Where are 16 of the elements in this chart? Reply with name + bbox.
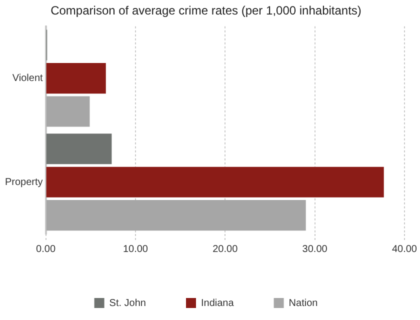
x-tick-label: 20.00 <box>212 244 238 255</box>
x-tick-label: 10.00 <box>122 244 148 255</box>
bar <box>46 166 384 198</box>
bar <box>46 96 90 127</box>
bar <box>46 63 106 94</box>
legend-label: Nation <box>288 298 318 309</box>
bar <box>46 200 306 231</box>
bar <box>46 134 112 164</box>
chart-title: Comparison of average crime rates (per 1,000 inhabitants) <box>50 4 362 18</box>
y-tick-label: Property <box>4 176 43 188</box>
y-tick-label: Violent <box>12 73 44 84</box>
legend-label: St. John <box>109 298 146 309</box>
legend-label: Indiana <box>200 298 234 309</box>
x-tick-label: 30.00 <box>302 244 328 255</box>
x-tick-label: 40.00 <box>392 244 418 255</box>
x-tick-label: 0.00 <box>36 244 56 255</box>
